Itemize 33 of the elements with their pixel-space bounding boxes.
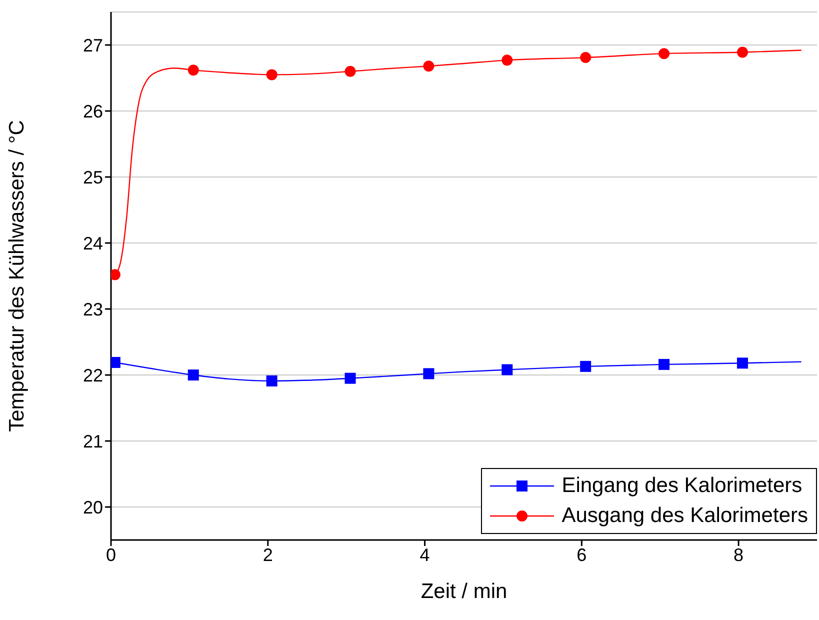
point [658,48,670,60]
point [344,66,356,77]
y-tick-label: 21 [82,431,103,452]
x-tick-label: 8 [734,544,744,565]
point [423,368,434,380]
point [423,60,434,72]
y-tick-label: 23 [82,299,103,320]
point [266,375,278,386]
point [188,64,199,76]
point [502,364,513,376]
x-tick-label: 4 [420,544,430,565]
legend-label: Ausgang des Kalorimeters [562,504,808,528]
y-tick-label: 27 [82,35,103,56]
y-tick-label: 26 [82,101,103,122]
y-tick-label: 20 [82,497,103,518]
x-tick-label: 6 [576,544,587,565]
point [266,69,278,80]
x-axis-title: Zeit / min [420,580,508,603]
point [736,358,748,369]
point [658,358,670,370]
y-tick-label: 24 [82,233,103,254]
point [344,372,356,384]
y-tick-label: 22 [82,365,103,386]
point [580,52,592,64]
y-tick-label: 25 [82,167,103,188]
point [736,46,748,58]
point [580,360,592,372]
point [188,370,199,380]
y-axis-title: Temperatur des Kühlwassers / °C [5,120,28,432]
x-tick-label: 2 [262,544,273,565]
legend-label: Eingang des Kalorimeters [562,474,802,498]
x-tick-label: 0 [106,544,116,565]
point [502,54,513,66]
